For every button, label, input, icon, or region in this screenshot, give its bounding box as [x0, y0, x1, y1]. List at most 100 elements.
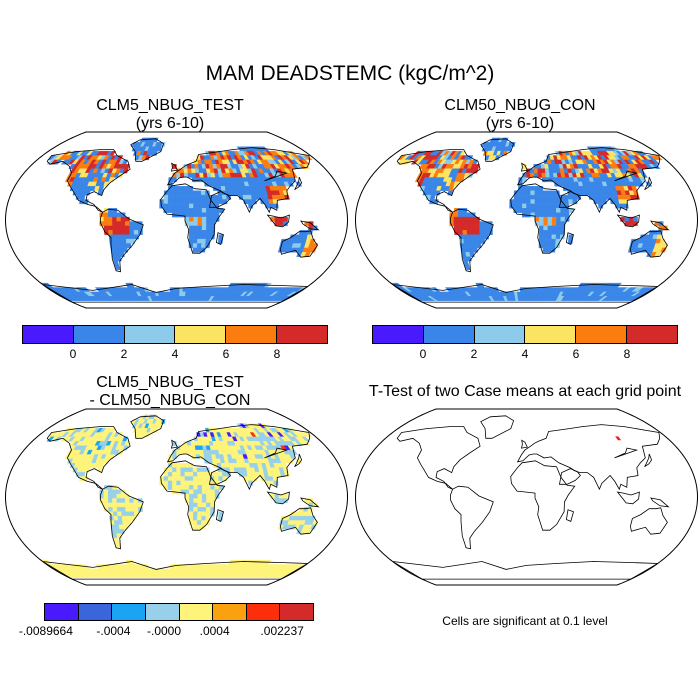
- map-cell: [205, 485, 211, 490]
- map-cell: [197, 502, 203, 508]
- coastline: [160, 460, 226, 531]
- map-cell: [117, 520, 124, 526]
- map-cell: [547, 208, 553, 213]
- map-cell: [214, 489, 220, 495]
- map-cell: [462, 234, 468, 240]
- map-cell: [180, 199, 186, 205]
- map-cell: [210, 216, 216, 222]
- map-cell: [193, 230, 199, 235]
- map-cell: [453, 212, 459, 218]
- map-cell: [475, 230, 481, 235]
- map-cell: [282, 498, 288, 504]
- map-cell: [543, 221, 549, 227]
- map-cell: [117, 243, 124, 249]
- map-cell: [542, 243, 548, 249]
- map-cell: [116, 493, 122, 499]
- map-cell: [210, 485, 216, 490]
- map-cell: [122, 445, 129, 451]
- map-cell: [129, 511, 135, 517]
- map-cell: [564, 208, 570, 213]
- map-cell: [201, 238, 207, 244]
- map-cell: [542, 190, 548, 196]
- map-cell: [172, 480, 177, 486]
- map-cell: [546, 243, 552, 249]
- map-cell: [192, 238, 198, 244]
- map-cell: [107, 498, 113, 504]
- map-cell: [201, 493, 207, 499]
- map-cell: [543, 234, 548, 240]
- map-cell: [125, 511, 131, 517]
- map-cell: [534, 190, 540, 196]
- map-cell: [273, 480, 279, 486]
- map-cell: [201, 203, 207, 209]
- map-cell: [195, 172, 201, 178]
- map-cell: [483, 230, 489, 235]
- map-cell: [191, 168, 196, 174]
- map-cell: [200, 243, 206, 249]
- map-cell: [116, 212, 122, 218]
- map-cell: [171, 485, 177, 490]
- map-cell: [551, 199, 557, 205]
- map-cell: [188, 234, 194, 240]
- map-cell: [120, 502, 126, 508]
- colorbar-swatch: [112, 604, 146, 620]
- map-cell: [107, 212, 113, 218]
- colorbar-swatch: [73, 326, 125, 343]
- map-cell: [170, 568, 174, 574]
- map-cell: [184, 203, 190, 209]
- map-cell: [192, 471, 198, 477]
- coastline: [209, 468, 231, 485]
- map-cell: [522, 203, 527, 209]
- map-cell: [210, 212, 216, 218]
- colorbar-con: [372, 325, 678, 344]
- map-cell: [538, 194, 544, 200]
- colorbar-diff: [44, 603, 314, 621]
- map-cell: [534, 203, 540, 209]
- map-cell: [188, 485, 194, 490]
- map-cell: [191, 445, 196, 451]
- map-cell: [547, 221, 553, 227]
- map-cell: [176, 471, 181, 477]
- map-cell: [429, 194, 436, 200]
- map-cell: [187, 168, 192, 174]
- map-cell: [197, 485, 203, 490]
- map-cell: [157, 423, 162, 429]
- map-cell: [301, 159, 311, 165]
- map-cell: [112, 507, 118, 512]
- map-cell: [205, 208, 211, 213]
- map-panel-test: [4, 131, 349, 309]
- map-panel-con: [354, 131, 699, 309]
- map-cell: [192, 520, 198, 526]
- map-cell: [522, 190, 527, 196]
- map-cell: [206, 489, 211, 495]
- map-cell: [303, 155, 313, 161]
- map-cell: [184, 471, 190, 477]
- map-cell: [197, 515, 202, 521]
- map-cell: [188, 507, 194, 512]
- coastline: [166, 424, 311, 491]
- map-cell: [205, 230, 211, 235]
- map-cell: [193, 216, 199, 222]
- coastline: [215, 509, 224, 522]
- map-cell: [180, 471, 186, 477]
- map-cell: [116, 230, 122, 235]
- map-cell: [121, 238, 127, 244]
- map-cell: [522, 199, 527, 205]
- colorbar-tick-label: 0: [69, 347, 77, 361]
- map-cell: [107, 216, 113, 222]
- map-cell: [205, 199, 211, 205]
- map-cell: [526, 172, 531, 178]
- colorbar-swatch: [280, 604, 313, 620]
- map-cell: [129, 507, 135, 512]
- map-cell: [287, 181, 295, 187]
- map-cell: [283, 216, 288, 222]
- map-cell: [98, 463, 104, 468]
- coastlines: [392, 138, 670, 303]
- coastline: [616, 491, 640, 505]
- map-cell: [656, 234, 663, 240]
- colorbar-tick-label: 4: [171, 347, 179, 361]
- coastline: [160, 183, 226, 254]
- colorbar-tick-label: -.0004: [96, 624, 131, 638]
- map-cell: [201, 489, 207, 495]
- coastline: [650, 220, 670, 231]
